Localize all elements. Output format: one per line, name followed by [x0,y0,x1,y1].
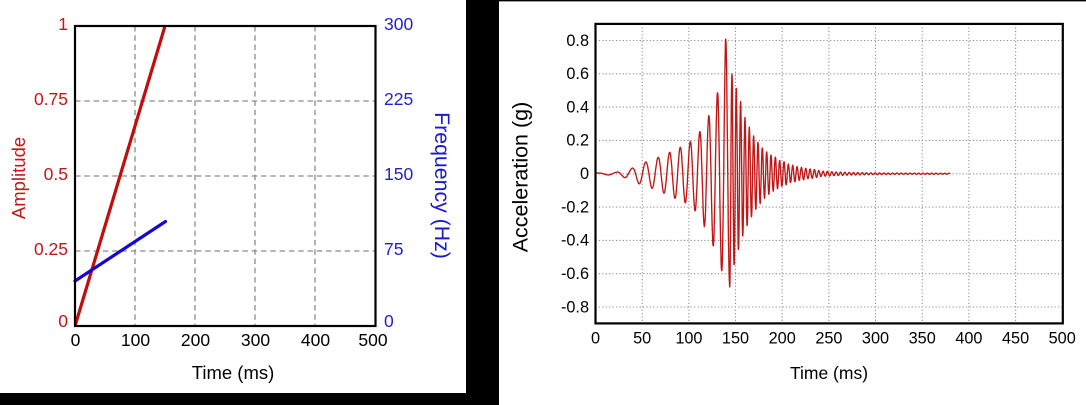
svg-text:0.4: 0.4 [566,98,589,116]
svg-text:0: 0 [71,330,81,350]
svg-text:0.25: 0.25 [34,239,68,259]
svg-text:300: 300 [241,330,270,350]
svg-text:50: 50 [633,330,651,348]
svg-text:Time (ms): Time (ms) [790,363,868,383]
svg-text:400: 400 [955,330,982,348]
svg-text:0.5: 0.5 [44,164,68,184]
svg-text:200: 200 [181,330,210,350]
svg-text:-0.4: -0.4 [561,232,589,250]
svg-text:0: 0 [580,165,589,183]
svg-text:300: 300 [862,330,889,348]
svg-text:500: 500 [1049,330,1076,348]
svg-text:450: 450 [1002,330,1029,348]
svg-text:75: 75 [384,239,403,259]
svg-text:0.6: 0.6 [566,65,589,83]
svg-text:200: 200 [769,330,796,348]
svg-text:Time (ms): Time (ms) [192,362,275,383]
svg-text:-0.2: -0.2 [561,198,589,216]
svg-text:1: 1 [58,14,68,34]
svg-text:150: 150 [384,164,413,184]
svg-text:Amplitude: Amplitude [8,137,29,219]
svg-text:300: 300 [384,14,413,34]
svg-text:0.8: 0.8 [566,32,589,50]
svg-text:400: 400 [301,330,330,350]
svg-text:500: 500 [358,330,387,350]
svg-text:250: 250 [815,330,842,348]
svg-text:-0.6: -0.6 [561,265,589,283]
svg-text:0: 0 [384,311,394,331]
svg-text:0: 0 [591,330,600,348]
svg-text:0: 0 [58,311,68,331]
svg-text:0.75: 0.75 [34,89,68,109]
svg-text:150: 150 [722,330,749,348]
svg-text:Acceleration (g): Acceleration (g) [509,102,533,253]
svg-text:225: 225 [384,89,413,109]
svg-text:100: 100 [675,330,702,348]
svg-text:0.2: 0.2 [566,132,589,150]
svg-text:Frequency (Hz): Frequency (Hz) [430,112,454,259]
svg-text:100: 100 [121,330,150,350]
svg-text:-0.8: -0.8 [561,298,589,316]
svg-text:350: 350 [909,330,936,348]
